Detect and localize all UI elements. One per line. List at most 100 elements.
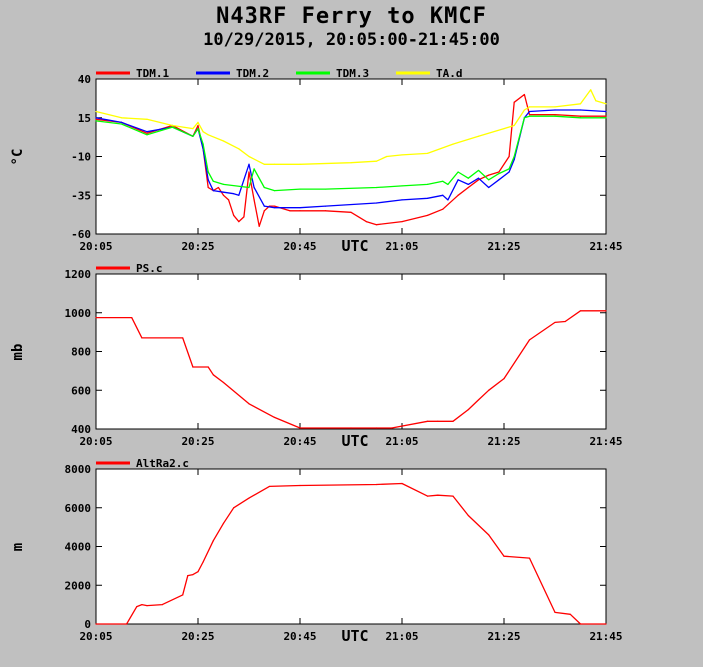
data-point-tdm-1 bbox=[365, 221, 367, 223]
data-point-ta-d bbox=[590, 89, 592, 91]
data-point-altra2-c bbox=[467, 514, 469, 517]
x-tick-label: 21:45 bbox=[589, 630, 622, 643]
data-point-ps-c bbox=[248, 403, 250, 405]
data-point-ps-c bbox=[131, 316, 133, 319]
data-point-ta-d bbox=[401, 154, 403, 156]
data-point-tdm-2 bbox=[253, 186, 255, 189]
data-point-ta-d bbox=[375, 160, 378, 162]
x-tick-label: 20:05 bbox=[79, 240, 112, 253]
data-point-ps-c bbox=[605, 310, 607, 312]
data-point-altra2-c bbox=[488, 534, 490, 536]
data-point-altra2-c bbox=[528, 557, 531, 559]
x-tick-label: 21:45 bbox=[589, 240, 622, 253]
data-point-ps-c bbox=[391, 427, 393, 429]
data-point-ta-d bbox=[426, 152, 429, 154]
legend-label: TDM.3 bbox=[336, 67, 369, 80]
data-point-tdm-3 bbox=[457, 171, 459, 173]
x-axis-label: UTC bbox=[341, 237, 368, 255]
data-point-ta-d bbox=[554, 106, 556, 108]
x-tick-label: 20:25 bbox=[181, 240, 214, 253]
data-point-tdm-3 bbox=[554, 115, 556, 117]
data-point-altra2-c bbox=[569, 613, 571, 615]
data-point-altra2-c bbox=[202, 561, 204, 563]
y-tick-label: 15 bbox=[78, 112, 91, 125]
data-point-tdm-2 bbox=[238, 194, 240, 196]
data-point-altra2-c bbox=[146, 604, 148, 607]
data-point-tdm-3 bbox=[212, 180, 214, 182]
data-point-tdm-2 bbox=[554, 109, 556, 111]
data-point-ta-d bbox=[513, 124, 515, 127]
data-point-tdm-1 bbox=[498, 171, 500, 173]
data-point-tdm-2 bbox=[146, 131, 148, 133]
data-point-tdm-2 bbox=[447, 199, 449, 201]
data-point-ps-c bbox=[528, 339, 531, 341]
data-point-tdm-3 bbox=[263, 186, 265, 189]
data-point-tdm-2 bbox=[299, 207, 301, 209]
data-point-tdm-3 bbox=[513, 155, 515, 158]
data-point-tdm-3 bbox=[120, 123, 123, 125]
data-point-ps-c bbox=[222, 381, 225, 384]
data-point-altra2-c bbox=[579, 623, 582, 625]
x-tick-label: 20:45 bbox=[283, 240, 316, 253]
data-point-tdm-1 bbox=[263, 210, 265, 212]
data-point-ps-c bbox=[452, 420, 454, 422]
data-point-ps-c bbox=[273, 416, 276, 418]
y-tick-label: 1200 bbox=[65, 268, 92, 281]
data-point-ps-c bbox=[477, 399, 480, 401]
data-point-altra2-c bbox=[222, 522, 225, 524]
data-point-tdm-3 bbox=[248, 186, 250, 189]
data-point-tdm-3 bbox=[477, 169, 480, 172]
data-point-ta-d bbox=[503, 128, 505, 130]
data-point-ps-c bbox=[350, 427, 352, 429]
data-point-tdm-2 bbox=[457, 179, 459, 181]
data-point-tdm-1 bbox=[457, 194, 459, 196]
data-point-altra2-c bbox=[141, 604, 143, 606]
data-point-tdm-3 bbox=[273, 190, 276, 192]
data-point-ps-c bbox=[426, 420, 429, 422]
data-point-ta-d bbox=[605, 103, 607, 105]
data-point-tdm-1 bbox=[324, 210, 327, 212]
data-point-tdm-1 bbox=[299, 210, 301, 212]
x-tick-label: 21:05 bbox=[385, 240, 418, 253]
data-point-ta-d bbox=[238, 148, 240, 150]
data-point-ta-d bbox=[202, 131, 204, 133]
data-point-tdm-1 bbox=[579, 115, 582, 117]
data-point-ps-c bbox=[579, 310, 582, 312]
data-point-tdm-3 bbox=[467, 177, 469, 179]
data-point-ps-c bbox=[95, 316, 97, 319]
series-line-altra2-c bbox=[96, 482, 606, 625]
data-point-ta-d bbox=[386, 155, 388, 158]
y-tick-label: 600 bbox=[71, 384, 91, 397]
plot-area-1 bbox=[95, 78, 607, 235]
data-point-tdm-2 bbox=[498, 179, 500, 181]
data-point-ps-c bbox=[503, 378, 505, 380]
legend-label: TDM.1 bbox=[136, 67, 169, 80]
data-point-ta-d bbox=[171, 124, 174, 127]
data-point-tdm-1 bbox=[467, 186, 469, 189]
data-point-tdm-3 bbox=[202, 143, 204, 145]
data-point-tdm-3 bbox=[498, 172, 500, 175]
data-point-ta-d bbox=[299, 163, 301, 165]
data-point-tdm-2 bbox=[95, 117, 97, 119]
data-point-tdm-2 bbox=[207, 179, 209, 181]
data-point-tdm-3 bbox=[426, 183, 429, 185]
data-point-ps-c bbox=[564, 320, 566, 323]
legend-label: TA.d bbox=[436, 67, 463, 80]
data-point-tdm-1 bbox=[222, 194, 225, 196]
data-point-tdm-1 bbox=[508, 155, 510, 158]
data-point-tdm-1 bbox=[238, 221, 240, 223]
x-tick-label: 21:45 bbox=[589, 435, 622, 448]
data-point-altra2-c bbox=[554, 611, 556, 613]
data-point-tdm-2 bbox=[222, 191, 225, 193]
data-point-ps-c bbox=[192, 366, 194, 368]
data-point-tdm-3 bbox=[528, 115, 531, 117]
data-point-tdm-1 bbox=[488, 174, 490, 176]
data-point-tdm-2 bbox=[273, 207, 276, 209]
data-point-tdm-3 bbox=[579, 117, 582, 119]
y-axis-label: m bbox=[10, 543, 26, 551]
y-tick-label: 6000 bbox=[65, 502, 92, 515]
data-point-tdm-1 bbox=[350, 211, 352, 213]
data-point-altra2-c bbox=[437, 494, 439, 496]
data-point-tdm-3 bbox=[299, 188, 301, 190]
data-point-tdm-2 bbox=[212, 190, 214, 192]
